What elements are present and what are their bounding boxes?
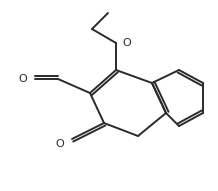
Text: O: O (19, 74, 27, 84)
Text: O: O (123, 38, 131, 48)
Text: O: O (56, 139, 64, 149)
